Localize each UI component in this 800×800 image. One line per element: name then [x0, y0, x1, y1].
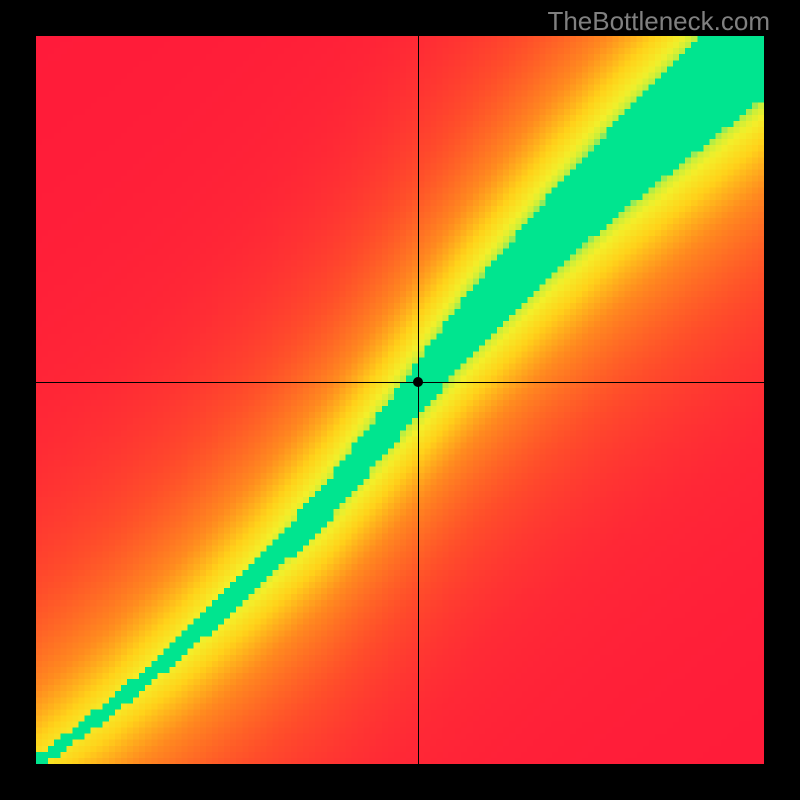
- crosshair-horizontal: [36, 382, 764, 383]
- heatmap-plot: [36, 36, 764, 764]
- data-point-marker: [413, 377, 423, 387]
- watermark: TheBottleneck.com: [547, 6, 770, 37]
- crosshair-vertical: [418, 36, 419, 764]
- heatmap-canvas: [36, 36, 764, 764]
